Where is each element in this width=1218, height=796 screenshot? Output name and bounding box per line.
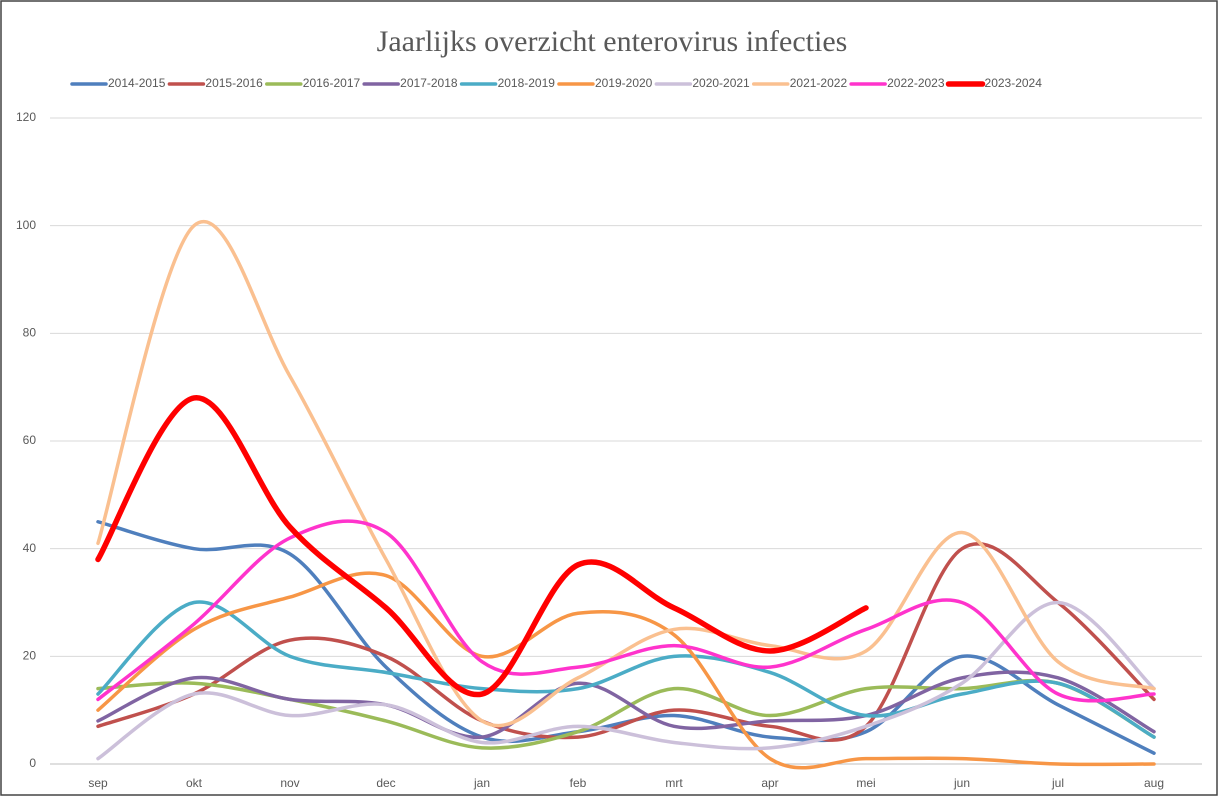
y-tick-label: 20 (23, 649, 37, 663)
series-line (96, 519, 1156, 703)
x-tick-label: sep (88, 776, 108, 790)
series-line (96, 600, 1156, 739)
y-tick-label: 40 (23, 541, 37, 555)
y-tick-label: 60 (23, 433, 37, 447)
legend-label: 2015-2016 (205, 76, 263, 90)
legend-label: 2020-2021 (692, 76, 750, 90)
series-line (95, 395, 869, 698)
series-line (96, 520, 1156, 755)
legend-label: 2017-2018 (400, 76, 458, 90)
x-tick-label: mei (856, 776, 875, 790)
legend-label: 2019-2020 (595, 76, 653, 90)
x-tick-label: nov (280, 776, 299, 790)
legend-label: 2022-2023 (887, 76, 945, 90)
x-tick-label: dec (376, 776, 395, 790)
x-tick-label: mrt (665, 776, 683, 790)
x-tick-label: jul (1051, 776, 1064, 790)
x-tick-label: jan (473, 776, 490, 790)
x-tick-label: apr (761, 776, 778, 790)
y-tick-label: 120 (16, 110, 36, 124)
legend-label: 2014-2015 (108, 76, 166, 90)
x-tick-label: okt (186, 776, 203, 790)
series-line (96, 220, 1156, 728)
x-tick-label: jun (953, 776, 970, 790)
legend-label: 2016-2017 (303, 76, 361, 90)
y-tick-label: 80 (23, 326, 37, 340)
x-tick-label: feb (570, 776, 587, 790)
series-line (96, 600, 1156, 761)
series-line (96, 571, 1156, 770)
x-tick-label: aug (1144, 776, 1164, 790)
y-tick-label: 100 (16, 218, 36, 232)
legend-label: 2021-2022 (790, 76, 848, 90)
legend-label: 2018-2019 (498, 76, 556, 90)
y-tick-label: 0 (29, 756, 36, 770)
chart-title: Jaarlijks overzicht enterovirus infectie… (377, 25, 848, 58)
legend-label: 2023-2024 (985, 76, 1043, 90)
